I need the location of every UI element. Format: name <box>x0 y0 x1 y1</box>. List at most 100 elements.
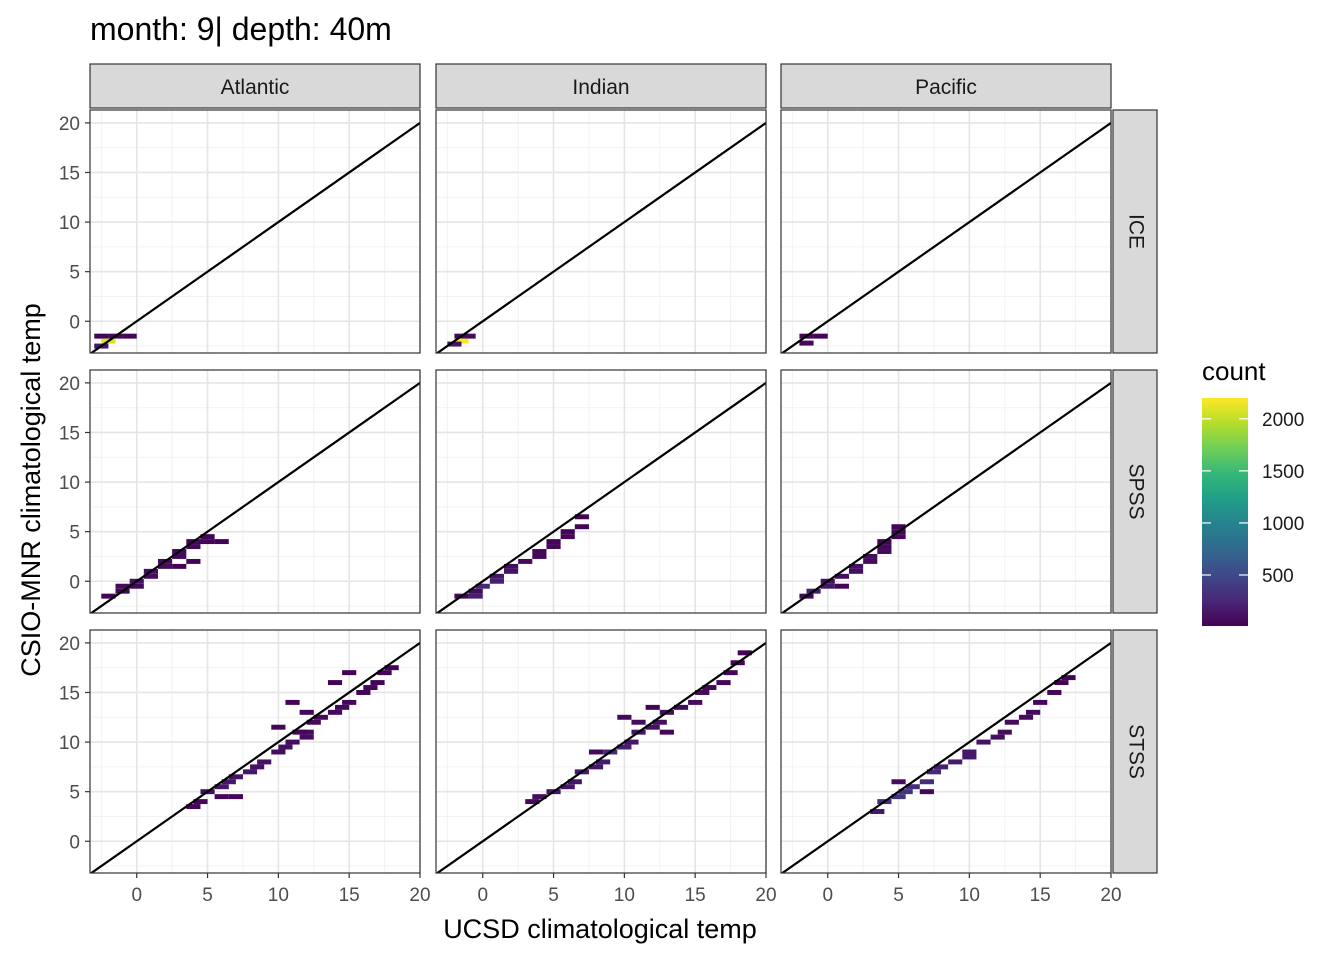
heatmap-bin <box>560 534 575 540</box>
legend-tick-label: 500 <box>1262 566 1294 587</box>
panel-atlantic-stss: 0 5 10 15 20 0 5 10 15 20 <box>59 629 431 906</box>
heatmap-bin <box>848 563 864 569</box>
legend-tick-label: 2000 <box>1262 410 1304 431</box>
heatmap-bin <box>186 544 201 550</box>
facet-grid: Atlantic Indian Pacific ICE SPSS STSS 0 5 10 15 20… <box>59 63 1158 906</box>
heatmap-bin <box>813 333 828 339</box>
heatmap-bin <box>342 670 357 676</box>
heatmap-bin <box>518 558 533 564</box>
heatmap-bin <box>214 539 229 545</box>
x-tick-label: 20 <box>755 885 776 906</box>
heatmap-bin <box>532 794 547 800</box>
facet-strip-spss <box>1112 369 1158 614</box>
heatmap-bin <box>172 553 187 559</box>
color-legend: count 500 1000 1500 2000 <box>1202 356 1304 626</box>
y-tick-label: 0 <box>69 572 80 593</box>
heatmap-bin <box>834 573 849 579</box>
heatmap-bin <box>919 779 934 785</box>
panel-border <box>435 369 767 614</box>
heatmap-bin <box>193 799 208 805</box>
heatmap-bin <box>306 719 321 725</box>
bin-group <box>870 675 1076 814</box>
legend-title: count <box>1202 356 1266 386</box>
y-tick-label: 20 <box>59 374 80 395</box>
panel-pacific-stss: 0 5 10 15 20 <box>780 629 1122 906</box>
identity-line <box>436 121 766 353</box>
identity-line <box>90 641 420 873</box>
panel-background <box>90 630 420 873</box>
heatmap-bin <box>342 699 357 705</box>
identity-line <box>781 641 1111 873</box>
heatmap-bin <box>799 340 814 346</box>
heatmap-bin <box>891 534 906 540</box>
panel-atlantic-ice: 0 5 10 15 20 <box>59 109 421 354</box>
panel-border <box>89 369 421 614</box>
panel-background <box>436 370 766 613</box>
heatmap-bin <box>384 665 399 671</box>
heatmap-bin <box>313 714 328 720</box>
heatmap-bin <box>1026 709 1041 715</box>
heatmap-bin <box>250 764 265 770</box>
heatmap-bin <box>863 553 878 559</box>
facet-strip-label: Atlantic <box>221 76 290 99</box>
panel-border <box>780 109 1112 354</box>
heatmap-bin <box>221 779 236 785</box>
heatmap-bin <box>271 749 286 755</box>
facet-strip-atlantic <box>89 63 421 109</box>
panel-border <box>89 629 421 874</box>
heatmap-bin <box>652 719 667 725</box>
panel-background <box>781 110 1111 353</box>
heatmap-bin <box>292 729 307 735</box>
heatmap-bin <box>101 593 116 599</box>
heatmap-bin <box>574 514 589 520</box>
facet-strip-indian <box>435 63 767 109</box>
heatmap-bin <box>574 524 589 530</box>
legend-colorbar <box>1202 398 1248 626</box>
heatmap-bin <box>335 704 350 710</box>
heatmap-bin <box>976 739 991 745</box>
facet-strip-stss <box>1112 629 1158 874</box>
heatmap-bin <box>588 764 604 770</box>
heatmap-bin <box>503 563 519 569</box>
heatmap-bin <box>560 784 575 790</box>
x-tick-label: 5 <box>548 885 559 906</box>
heatmap-bin <box>624 739 639 745</box>
heatmap-bin <box>596 759 611 765</box>
heatmap-bin <box>688 699 703 705</box>
panel-pacific-ice <box>780 109 1112 354</box>
heatmap-bin <box>525 799 540 805</box>
heatmap-bin <box>1004 719 1019 725</box>
heatmap-bin <box>172 563 187 569</box>
panel-background <box>90 110 420 353</box>
heatmap-bin <box>271 724 286 730</box>
heatmap-bin <box>115 583 130 589</box>
panel-border <box>435 629 767 874</box>
facet-strip-ice <box>1112 109 1158 354</box>
y-tick-label: 15 <box>59 163 80 184</box>
heatmap-bin <box>122 333 137 339</box>
x-tick-label: 10 <box>268 885 289 906</box>
heatmap-bin <box>129 583 144 589</box>
heatmap-bin <box>659 729 674 735</box>
heatmap-bin <box>532 549 547 554</box>
heatmap-bin <box>299 709 314 715</box>
y-tick-label: 0 <box>69 312 80 333</box>
heatmap-bin <box>186 558 201 564</box>
heatmap-bin <box>214 794 229 800</box>
heatmap-bin <box>695 690 710 695</box>
heatmap-bin <box>891 779 906 785</box>
identity-line <box>90 121 420 353</box>
x-tick-label: 15 <box>1030 885 1051 906</box>
heatmap-bin <box>1054 680 1069 686</box>
heatmap-bin <box>468 593 483 599</box>
identity-line <box>436 641 766 873</box>
heatmap-bin <box>702 685 717 691</box>
heatmap-bin <box>1033 699 1048 705</box>
y-tick-label: 5 <box>69 523 80 544</box>
bin-group <box>454 514 589 599</box>
heatmap-bin <box>834 583 849 589</box>
bin-group <box>186 665 399 810</box>
heatmap-bin <box>532 553 547 559</box>
heatmap-bin <box>1018 714 1034 720</box>
x-tick-label: 20 <box>409 885 430 906</box>
